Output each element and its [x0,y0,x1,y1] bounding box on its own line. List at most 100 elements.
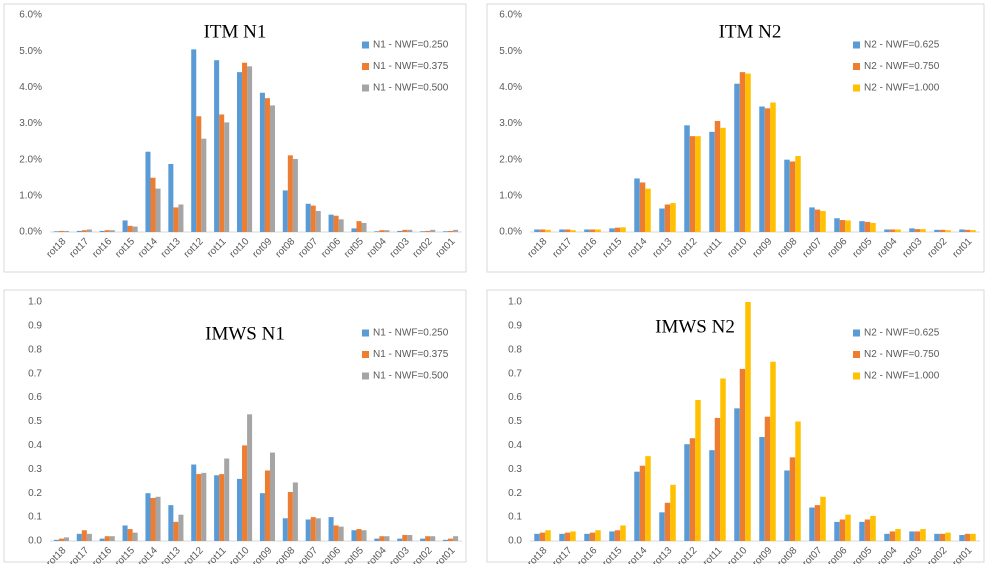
bar [402,229,408,232]
bar [795,156,801,232]
y-tick-label: 0.9 [508,321,522,332]
bar [634,178,640,232]
bar [430,229,436,232]
bar [264,98,270,232]
bar [168,505,174,541]
bar [448,230,454,232]
bar [63,537,69,541]
y-tick-label: 0.8 [508,344,522,355]
bar [589,229,596,232]
bar [939,533,946,541]
bar [86,229,92,232]
y-tick-label: 5.0% [499,46,522,57]
y-tick-label: 0.5 [508,416,522,427]
bar [104,536,110,541]
bar [86,533,92,541]
bar [595,229,601,232]
bar [884,533,890,541]
y-tick-label: 0.8 [28,344,42,355]
bar [945,532,951,541]
bar [259,493,265,541]
legend-label: N1 - NWF=0.375 [373,61,449,72]
bar [81,530,87,541]
bar [132,532,138,541]
bar [570,531,576,541]
bar [684,444,690,541]
bar [214,475,220,541]
bar [191,49,197,232]
bar [242,445,248,541]
bar [81,230,87,232]
bar [242,62,248,232]
bar [109,230,115,232]
bar [356,221,362,232]
bar [745,302,751,541]
bar [970,533,976,541]
bar [287,492,293,541]
bar [964,229,971,232]
bar [122,220,128,232]
bar [150,497,156,541]
legend-label: N2 - NWF=1.000 [864,371,940,382]
y-tick-label: 4.0% [499,82,522,93]
bar [709,131,715,232]
bar [895,529,901,541]
legend-label: N1 - NWF=0.375 [373,349,449,360]
legend-swatch [362,63,369,70]
bar [453,536,459,541]
bar [945,230,951,232]
bar [664,204,671,232]
bar [595,530,601,541]
bar [53,231,59,232]
y-tick-label: 0.3 [28,464,42,475]
y-tick-label: 0.4 [28,440,42,451]
bar [759,437,765,541]
bar [58,538,64,541]
bar [328,517,334,541]
bar [620,227,626,232]
bar [814,505,821,541]
bar [714,120,721,232]
bar [870,515,876,541]
bar [670,484,676,541]
y-tick-label: 1.0 [28,297,42,308]
bar [99,538,105,541]
bar [173,521,179,541]
bar [759,106,765,232]
bar [914,531,921,541]
bar [639,465,646,541]
y-tick-label: 0.9 [28,321,42,332]
bar [845,220,851,232]
legend-swatch [853,372,860,380]
bar [545,229,551,232]
bar [909,228,915,232]
bar [264,470,270,541]
bar [397,230,403,232]
bar [127,529,133,541]
bar [559,533,565,541]
y-tick-label: 0.2 [28,488,42,499]
bar [247,414,253,541]
bar [534,533,540,541]
bar [214,60,220,233]
bar [338,219,344,232]
bar [53,539,59,541]
bar [889,531,896,541]
legend-label: N2 - NWF=0.750 [864,61,940,72]
bar [351,228,357,232]
y-tick-label: 0.0 [508,536,522,547]
bar [379,230,385,232]
bar [448,538,454,541]
bar [695,136,701,232]
bar [764,416,771,541]
y-tick-label: 5.0% [19,46,42,57]
bar [351,530,357,541]
bar [564,532,571,541]
bar [145,151,151,232]
bar [809,207,815,232]
bar [820,211,826,232]
bar [292,158,298,232]
bar [584,533,590,541]
